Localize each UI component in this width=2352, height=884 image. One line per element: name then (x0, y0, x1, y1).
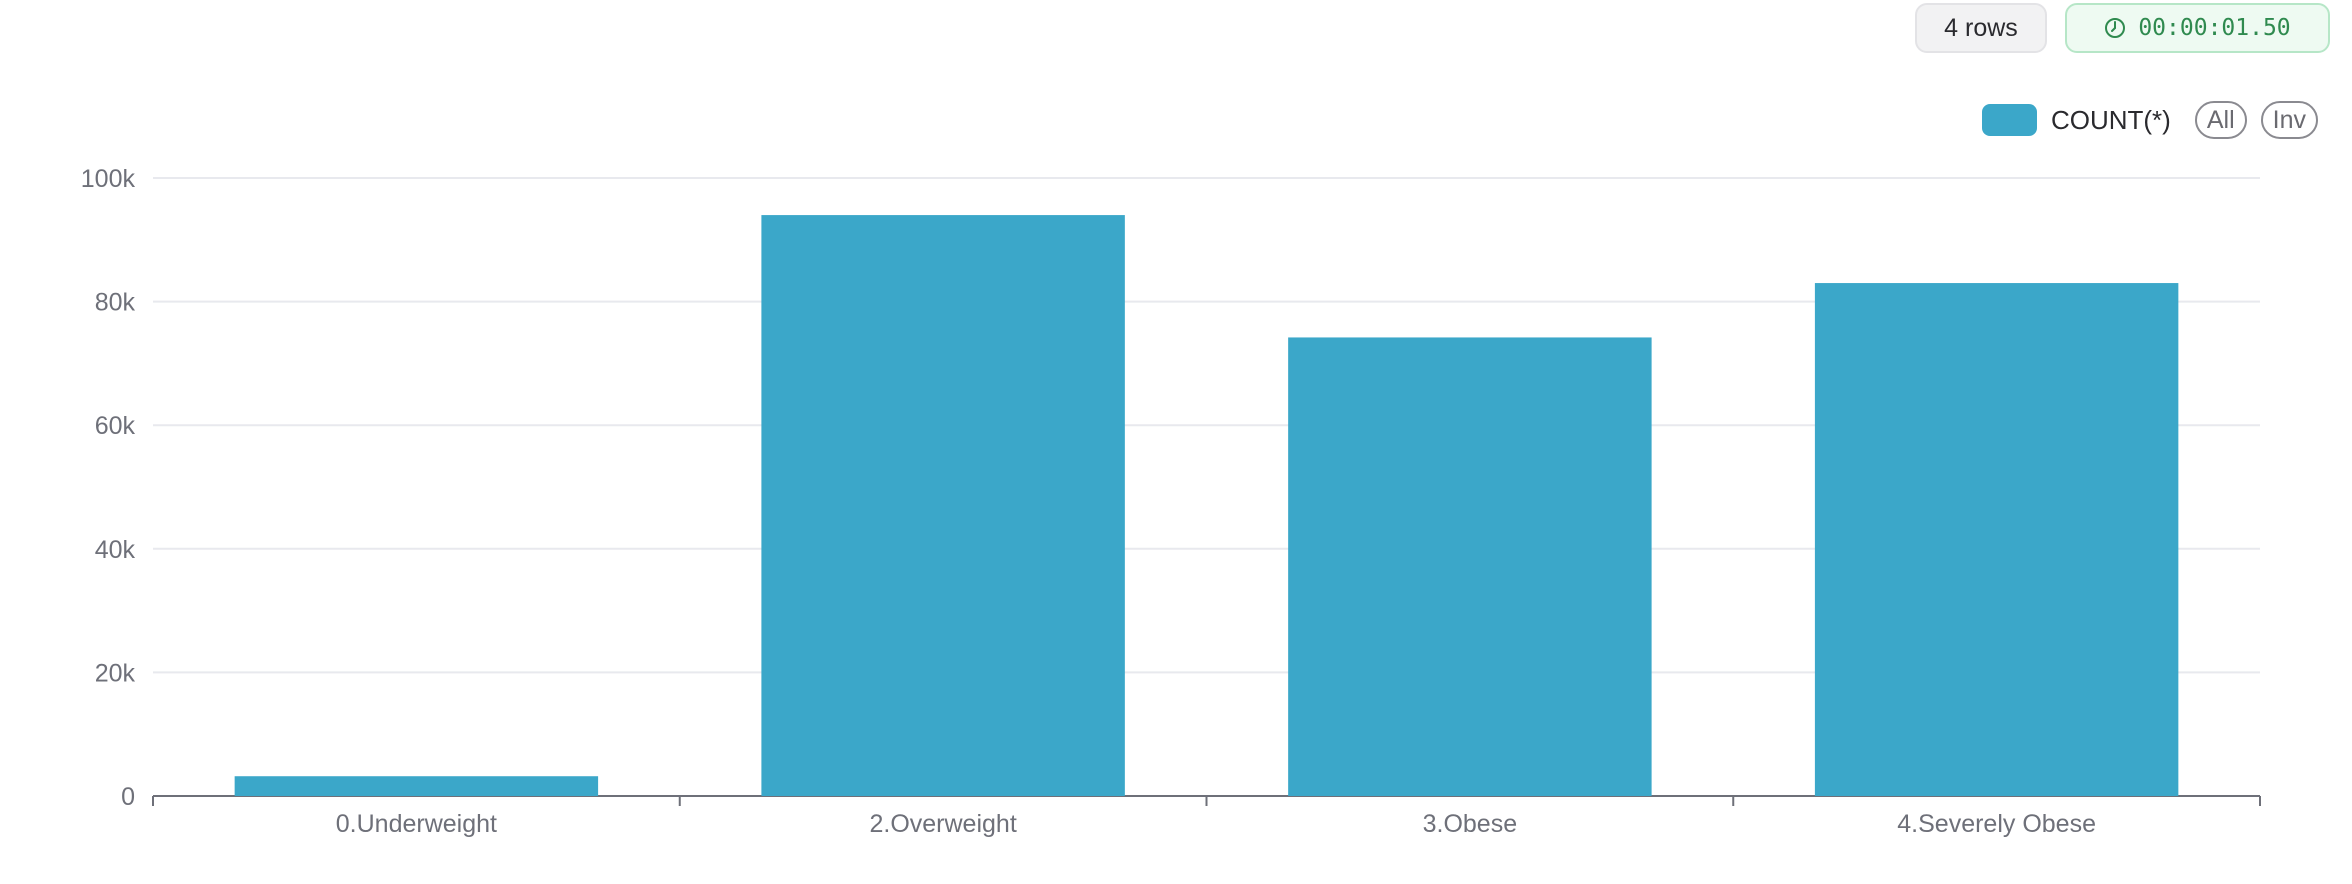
query-time-text: 00:00:01.50 (2138, 15, 2291, 41)
chart-legend: COUNT(*) All Inv (1981, 101, 2318, 139)
legend-label-count[interactable]: COUNT(*) (2050, 104, 2171, 135)
clock-icon (2104, 17, 2126, 39)
row-count-badge: 4 rows (1915, 3, 2047, 53)
query-time-badge: 00:00:01.50 (2065, 3, 2330, 53)
bar[interactable] (234, 776, 599, 796)
y-tick-label: 80k (95, 289, 136, 317)
x-tick-label: 3.Obese (1423, 810, 1518, 838)
y-tick-label: 40k (95, 536, 136, 564)
legend-inverse-button[interactable]: Inv (2260, 101, 2318, 139)
row-count-text: 4 rows (1944, 13, 2018, 42)
bar[interactable] (761, 215, 1125, 796)
x-tick-label: 0.Underweight (336, 810, 497, 838)
legend-select-all-button[interactable]: All (2194, 101, 2247, 139)
y-tick-label: 20k (95, 659, 136, 687)
legend-swatch-count[interactable] (1981, 104, 2037, 136)
result-badges: 4 rows 00:00:01.50 (1915, 3, 2330, 53)
y-tick-label: 60k (95, 412, 136, 440)
y-tick-label: 0 (121, 783, 135, 811)
x-tick-label: 4.Severely Obese (1897, 810, 2096, 838)
x-tick-label: 2.Overweight (869, 810, 1016, 838)
bar[interactable] (1288, 337, 1652, 796)
y-tick-label: 100k (81, 165, 136, 193)
bar[interactable] (1814, 283, 2179, 796)
